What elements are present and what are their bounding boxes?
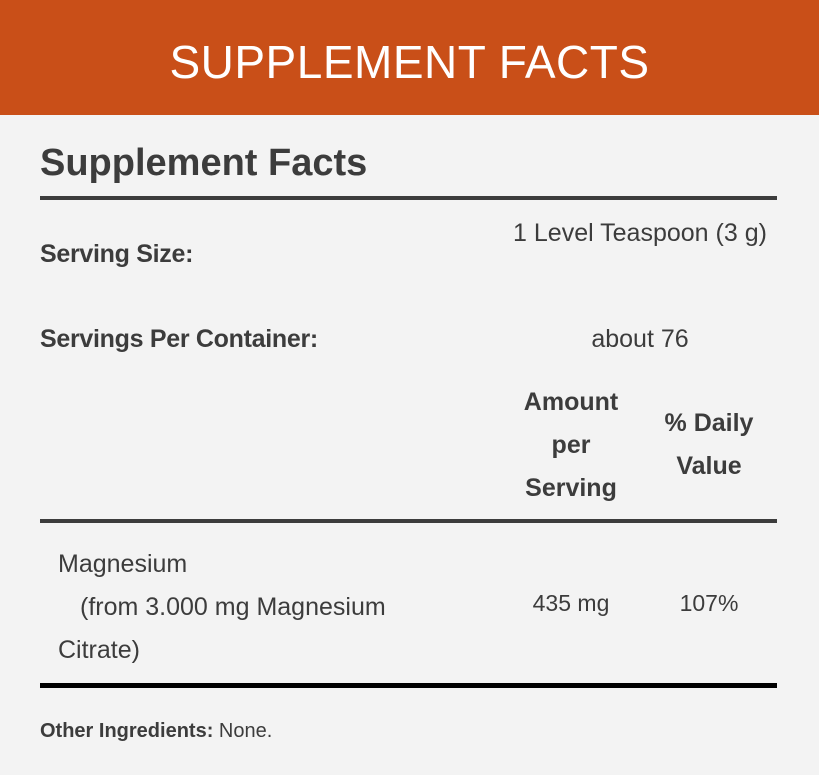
nutrient-daily-value: 107% xyxy=(679,590,739,616)
nutrient-source: (from 3.000 mg Magnesium xyxy=(80,593,386,621)
title-divider xyxy=(40,196,777,200)
amount-per-serving-header: Amount per Serving xyxy=(523,388,619,502)
servings-per-container-label: Servings Per Container: xyxy=(40,325,318,353)
header-divider xyxy=(40,519,777,523)
header-banner: SUPPLEMENT FACTS xyxy=(0,0,819,115)
banner-title: SUPPLEMENT FACTS xyxy=(169,36,650,88)
serving-size-label: Serving Size: xyxy=(40,240,194,268)
serving-size-value: 1 Level Teaspoon (3 g) xyxy=(513,219,767,247)
other-ingredients: Other Ingredients: None. xyxy=(40,717,272,745)
other-ingredients-label: Other Ingredients: xyxy=(40,720,214,742)
other-ingredients-value: None. xyxy=(218,720,273,742)
nutrient-name: Magnesium xyxy=(58,550,188,578)
panel-title: Supplement Facts xyxy=(40,142,368,184)
servings-per-container-value: about 76 xyxy=(591,325,689,353)
nutrient-source-continued: Citrate) xyxy=(58,636,140,664)
nutrient-amount: 435 mg xyxy=(532,590,610,616)
daily-value-header: % Daily Value xyxy=(664,409,754,480)
bottom-divider xyxy=(40,683,777,688)
